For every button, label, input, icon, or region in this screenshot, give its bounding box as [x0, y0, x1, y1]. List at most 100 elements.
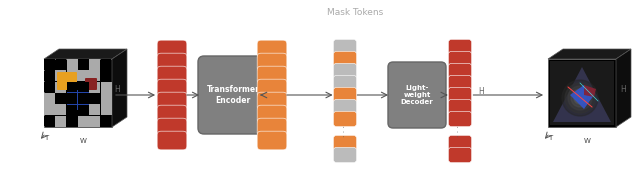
- FancyBboxPatch shape: [449, 99, 472, 115]
- Polygon shape: [55, 104, 66, 115]
- Polygon shape: [56, 93, 66, 104]
- Text: T: T: [548, 135, 552, 141]
- Polygon shape: [67, 70, 77, 81]
- FancyBboxPatch shape: [157, 131, 187, 150]
- FancyBboxPatch shape: [449, 111, 472, 127]
- Polygon shape: [44, 93, 55, 104]
- Polygon shape: [570, 85, 594, 109]
- Polygon shape: [67, 105, 77, 115]
- Polygon shape: [56, 59, 66, 70]
- FancyBboxPatch shape: [449, 135, 472, 151]
- Circle shape: [562, 80, 598, 116]
- Polygon shape: [67, 93, 77, 104]
- FancyBboxPatch shape: [257, 53, 287, 72]
- Polygon shape: [44, 82, 54, 92]
- FancyBboxPatch shape: [257, 79, 287, 98]
- FancyBboxPatch shape: [388, 62, 446, 128]
- Text: W: W: [79, 138, 86, 144]
- Polygon shape: [55, 70, 66, 81]
- Polygon shape: [90, 59, 100, 70]
- FancyBboxPatch shape: [85, 78, 97, 90]
- Polygon shape: [44, 71, 54, 81]
- Polygon shape: [101, 71, 111, 81]
- FancyBboxPatch shape: [449, 87, 472, 103]
- FancyBboxPatch shape: [257, 131, 287, 150]
- Text: H: H: [620, 84, 626, 93]
- FancyBboxPatch shape: [157, 118, 187, 137]
- FancyBboxPatch shape: [333, 147, 356, 163]
- Text: H: H: [114, 84, 120, 93]
- FancyBboxPatch shape: [449, 75, 472, 91]
- Polygon shape: [55, 116, 66, 127]
- Polygon shape: [67, 59, 77, 70]
- Text: · · ·: · · ·: [340, 125, 349, 137]
- FancyBboxPatch shape: [57, 72, 77, 90]
- FancyBboxPatch shape: [257, 92, 287, 111]
- Polygon shape: [78, 93, 88, 104]
- Text: T: T: [44, 135, 48, 141]
- Text: Transformer
Encoder: Transformer Encoder: [207, 85, 259, 105]
- Polygon shape: [100, 82, 111, 92]
- FancyBboxPatch shape: [333, 39, 356, 55]
- Text: · · ·: · · ·: [456, 125, 465, 137]
- Polygon shape: [101, 59, 111, 70]
- Polygon shape: [90, 82, 100, 92]
- FancyBboxPatch shape: [333, 135, 356, 151]
- FancyBboxPatch shape: [198, 56, 268, 134]
- Polygon shape: [100, 104, 111, 115]
- FancyBboxPatch shape: [449, 51, 472, 67]
- Polygon shape: [78, 59, 88, 70]
- FancyBboxPatch shape: [157, 105, 187, 124]
- Polygon shape: [44, 116, 54, 126]
- Text: H: H: [479, 87, 484, 96]
- Circle shape: [568, 86, 592, 110]
- Polygon shape: [553, 67, 611, 122]
- Polygon shape: [101, 116, 111, 126]
- Polygon shape: [44, 59, 112, 127]
- FancyBboxPatch shape: [333, 51, 356, 67]
- FancyBboxPatch shape: [257, 40, 287, 59]
- Polygon shape: [90, 70, 100, 81]
- Polygon shape: [44, 104, 55, 115]
- Polygon shape: [44, 49, 127, 59]
- FancyBboxPatch shape: [157, 79, 187, 98]
- FancyBboxPatch shape: [157, 53, 187, 72]
- Polygon shape: [78, 70, 89, 81]
- Polygon shape: [90, 93, 100, 104]
- FancyBboxPatch shape: [67, 90, 89, 110]
- Polygon shape: [100, 93, 111, 104]
- Polygon shape: [548, 59, 616, 127]
- FancyBboxPatch shape: [257, 66, 287, 85]
- FancyBboxPatch shape: [157, 40, 187, 59]
- Polygon shape: [616, 49, 631, 127]
- Text: Light-
weight
Decoder: Light- weight Decoder: [401, 85, 433, 105]
- Polygon shape: [112, 49, 127, 127]
- Text: Mask Tokens: Mask Tokens: [327, 8, 383, 17]
- FancyBboxPatch shape: [157, 92, 187, 111]
- Circle shape: [574, 92, 586, 104]
- Polygon shape: [67, 82, 77, 92]
- Circle shape: [571, 89, 589, 107]
- FancyBboxPatch shape: [449, 39, 472, 55]
- Polygon shape: [78, 105, 88, 115]
- FancyBboxPatch shape: [257, 118, 287, 137]
- Polygon shape: [78, 116, 89, 127]
- Text: W: W: [584, 138, 591, 144]
- FancyBboxPatch shape: [449, 147, 472, 163]
- FancyBboxPatch shape: [333, 87, 356, 103]
- FancyBboxPatch shape: [333, 75, 356, 91]
- FancyBboxPatch shape: [333, 99, 356, 115]
- Polygon shape: [90, 104, 100, 115]
- Polygon shape: [90, 116, 100, 127]
- Polygon shape: [67, 116, 77, 126]
- Polygon shape: [584, 85, 596, 97]
- Circle shape: [565, 83, 595, 113]
- Polygon shape: [550, 61, 614, 125]
- FancyBboxPatch shape: [333, 111, 356, 127]
- FancyBboxPatch shape: [257, 105, 287, 124]
- Polygon shape: [55, 82, 66, 92]
- Polygon shape: [548, 49, 631, 59]
- Polygon shape: [78, 82, 88, 92]
- FancyBboxPatch shape: [449, 63, 472, 79]
- Polygon shape: [44, 59, 54, 70]
